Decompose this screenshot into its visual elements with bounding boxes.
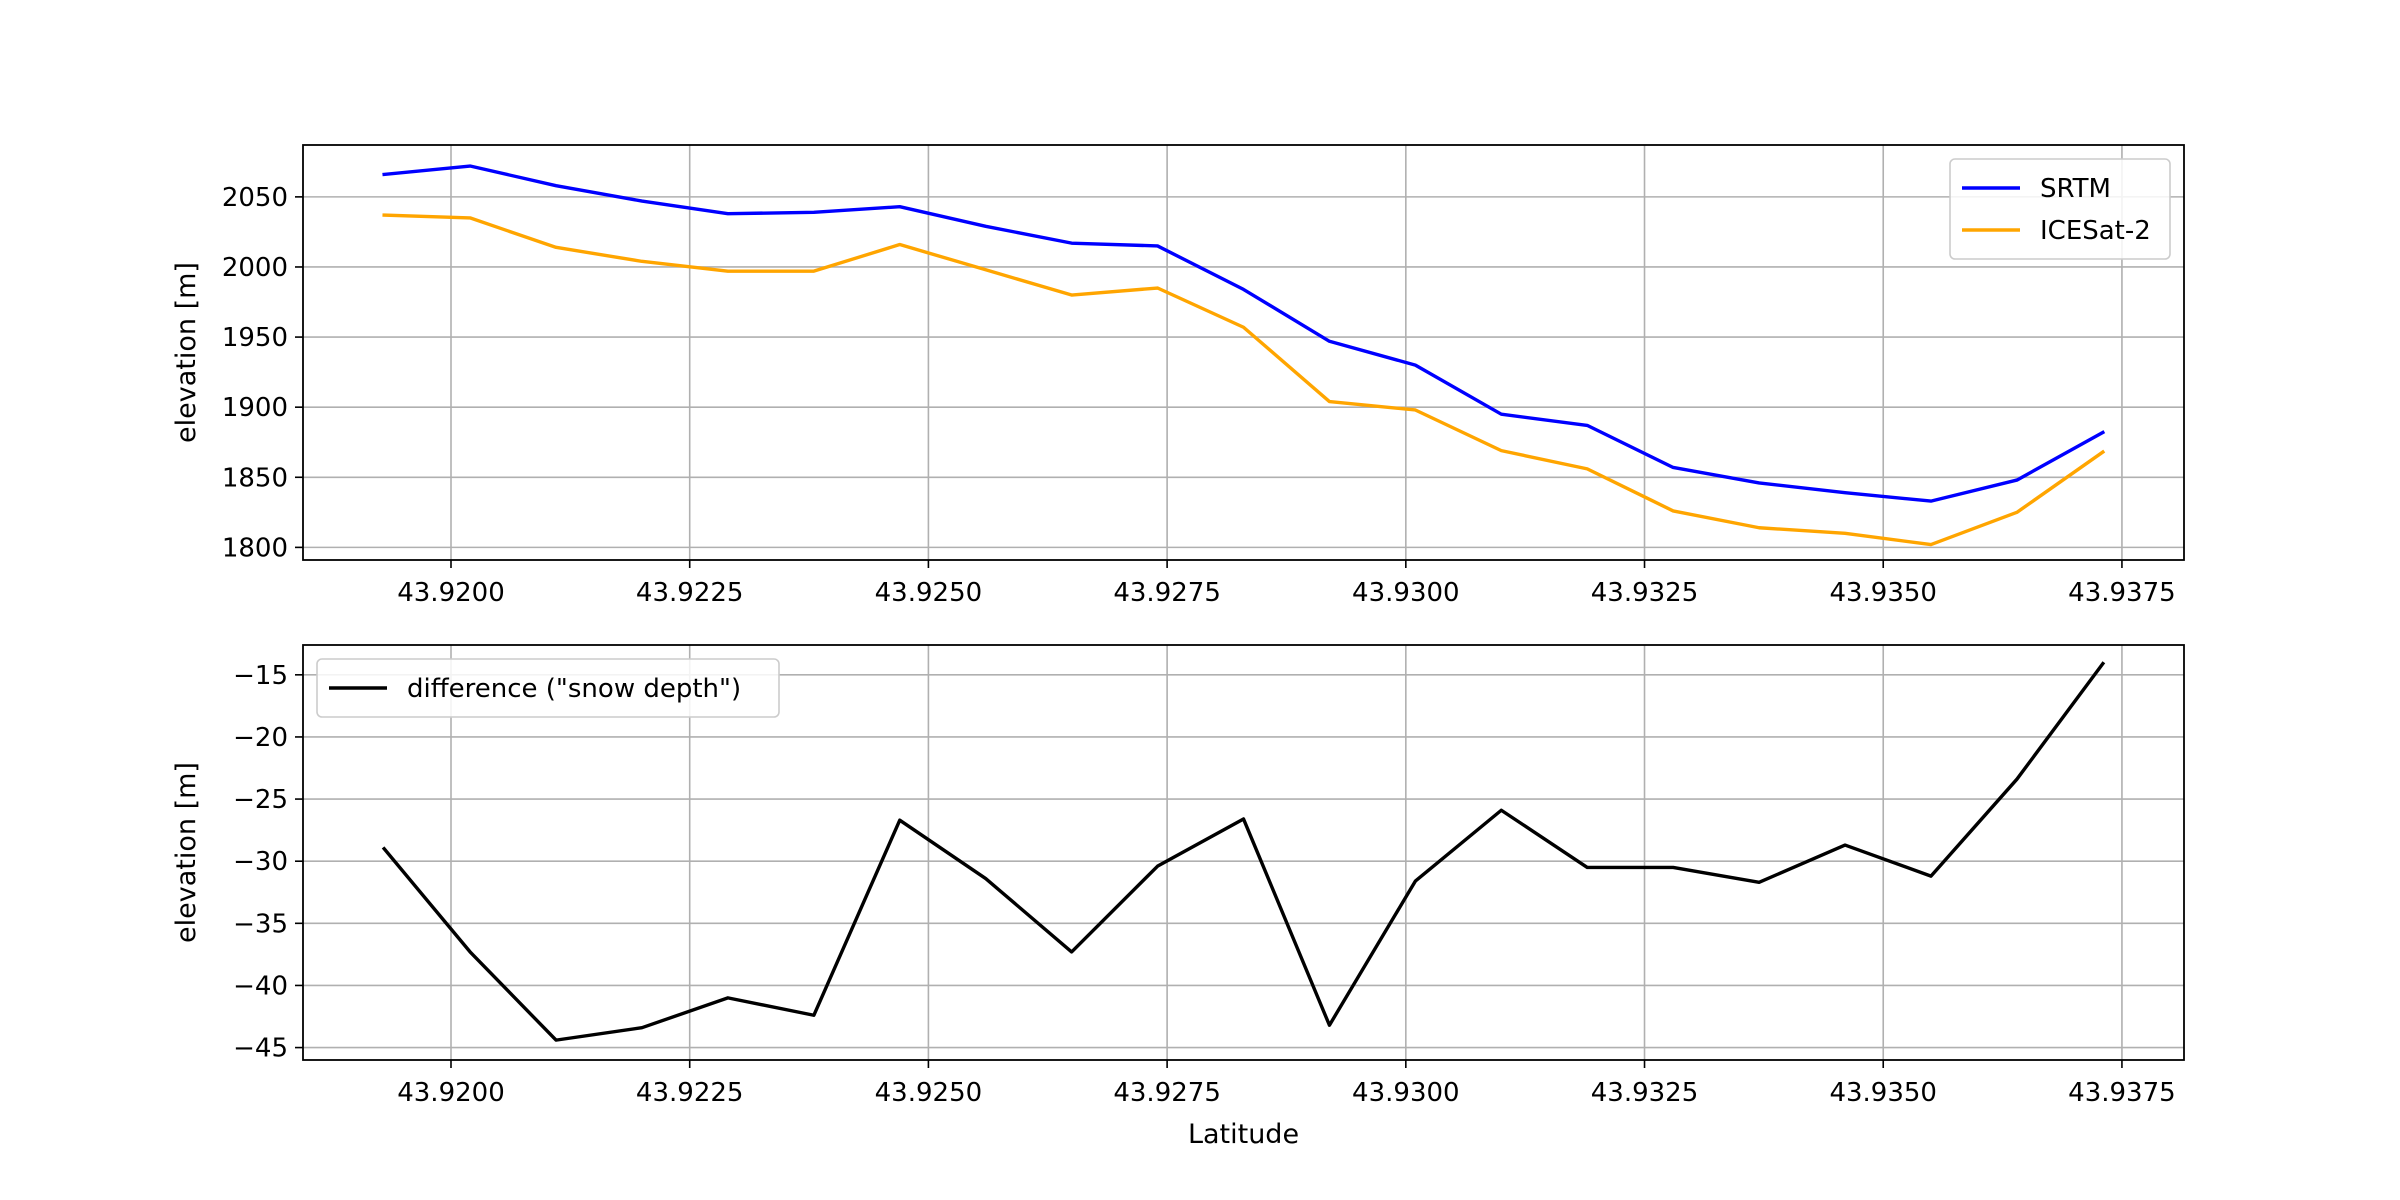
y-tick-label: 2000	[222, 253, 288, 283]
y-tick-label: −30	[233, 847, 288, 877]
y-tick-label: 1950	[222, 323, 288, 353]
y-tick-label: −40	[233, 971, 288, 1001]
x-tick-label: 43.9225	[636, 1078, 744, 1108]
x-tick-label: 43.9225	[636, 578, 744, 608]
y-tick-label: −15	[233, 661, 288, 691]
series-line-difference-snow-depth	[381, 661, 2106, 1042]
plot-frame	[302, 144, 2185, 561]
x-tick-label: 43.9350	[1829, 578, 1937, 608]
y-tick-label: 1850	[222, 463, 288, 493]
x-tick-label: 43.9350	[1829, 1078, 1937, 1108]
x-tick-label: 43.9375	[2068, 578, 2176, 608]
x-tick-label: 43.9325	[1591, 1078, 1699, 1108]
legend-label: ICESat-2	[2040, 216, 2151, 246]
legend-label: SRTM	[2040, 174, 2111, 204]
legend-box	[1949, 158, 2171, 260]
x-tick-label: 43.9275	[1113, 578, 1221, 608]
y-tick-label: 1900	[222, 393, 288, 423]
y-tick-label: 1800	[222, 533, 288, 563]
y-tick-label: −20	[233, 723, 288, 753]
y-tick-label: 2050	[222, 183, 288, 213]
series-line-icesat-2	[382, 213, 2106, 547]
x-tick-label: 43.9200	[397, 1078, 505, 1108]
y-axis-label: elevation [m]	[171, 262, 202, 443]
legend: SRTM ICESat-2	[1949, 158, 2171, 260]
plot-frame	[302, 644, 2185, 1061]
x-tick-label: 43.9325	[1591, 578, 1699, 608]
y-axis-label: elevation [m]	[171, 762, 202, 943]
legend: difference ("snow depth")	[316, 658, 780, 718]
x-tick-label: 43.9300	[1352, 1078, 1460, 1108]
legend-label: difference ("snow depth")	[407, 674, 741, 704]
bottom-panel: 43.9200 43.9225 43.9250 43.9275 43.9300 43.93…	[171, 644, 2185, 1150]
x-tick-label: 43.9300	[1352, 578, 1460, 608]
series-line-srtm	[382, 164, 2106, 503]
y-tick-label: −35	[233, 909, 288, 939]
x-tick-label: 43.9375	[2068, 1078, 2176, 1108]
x-tick-label: 43.9250	[875, 1078, 983, 1108]
legend-box	[316, 658, 780, 718]
x-tick-label: 43.9250	[875, 578, 983, 608]
top-panel: 43.9200 43.9225 43.9250 43.9275 43.9300 43.93…	[171, 144, 2185, 608]
y-tick-label: −45	[233, 1034, 288, 1064]
x-tick-label: 43.9200	[397, 578, 505, 608]
x-axis-label: Latitude	[1188, 1119, 1299, 1150]
y-tick-label: −25	[233, 785, 288, 815]
x-tick-label: 43.9275	[1113, 1078, 1221, 1108]
